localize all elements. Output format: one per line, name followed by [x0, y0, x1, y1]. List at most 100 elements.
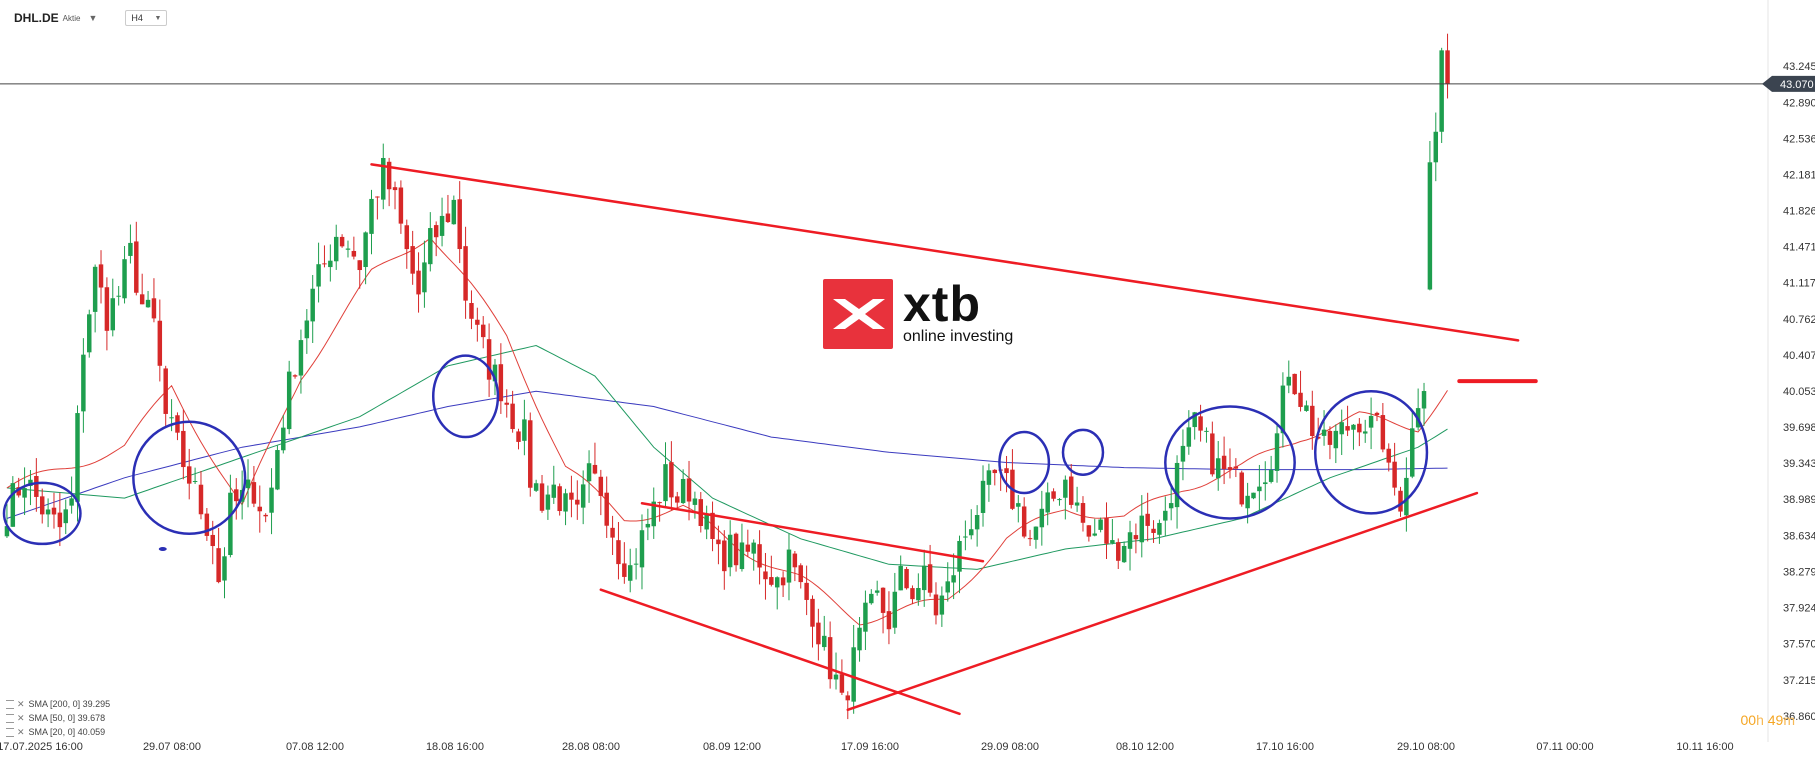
legend-item[interactable]: ✕ SMA [50, 0] 39.678	[6, 711, 110, 725]
candle-body	[986, 470, 992, 485]
candle-body	[1257, 486, 1262, 492]
candle-body	[992, 469, 998, 474]
menu-icon	[6, 699, 14, 709]
candle-body	[1410, 428, 1415, 477]
candle-countdown: 00h 49m	[1740, 712, 1795, 728]
chevron-down-icon: ▼	[154, 14, 162, 22]
instrument-type: Aktie	[62, 13, 81, 23]
candle-body	[904, 568, 909, 589]
candle-body	[680, 478, 686, 504]
candle-body	[363, 232, 368, 268]
symbol-label[interactable]: DHL.DE	[14, 11, 59, 25]
candle-body	[122, 259, 127, 299]
y-tick-label: 36.860	[1783, 711, 1815, 723]
annotation-ellipse[interactable]	[431, 354, 500, 439]
candle-body	[75, 413, 80, 502]
y-tick-label: 43.245	[1783, 61, 1815, 73]
candle-body	[1057, 499, 1062, 501]
close-icon[interactable]: ✕	[17, 699, 25, 709]
annotation-ellipse[interactable]	[132, 420, 247, 535]
candle-body	[116, 295, 121, 297]
candle-body	[475, 319, 480, 325]
annotation-ellipse[interactable]	[1164, 405, 1296, 520]
candle-body	[304, 320, 310, 339]
y-tick-label: 41.826	[1783, 206, 1815, 218]
candle-body	[286, 371, 292, 430]
timer-h: h	[1756, 712, 1764, 728]
legend-item[interactable]: ✕ SMA [200, 0] 39.295	[6, 697, 110, 711]
timeframe-select[interactable]: H4 ▼	[125, 10, 168, 26]
candle-body	[10, 483, 16, 527]
trendline-rising-support[interactable]	[846, 491, 1479, 712]
legend-item[interactable]: ✕ SMA [20, 0] 40.059	[6, 725, 110, 739]
candle-body	[786, 549, 792, 583]
candle-body	[398, 187, 404, 224]
x-tick-label: 08.09 12:00	[703, 741, 761, 753]
candle-body	[98, 264, 104, 288]
candle-body	[616, 540, 621, 565]
candle-body	[1221, 455, 1227, 470]
candle-body	[198, 484, 204, 515]
candle-body	[339, 236, 345, 247]
candle-body	[28, 479, 33, 486]
y-tick-label: 39.343	[1783, 458, 1815, 470]
candle-body	[1192, 412, 1197, 428]
candle-body	[1251, 492, 1256, 499]
candle-body	[298, 340, 304, 376]
candle-body	[798, 565, 803, 583]
candle-body	[1098, 519, 1103, 530]
annotation-ellipse[interactable]	[1313, 390, 1429, 515]
x-tick-label: 17.09 16:00	[841, 741, 899, 753]
candle-body	[1210, 433, 1215, 475]
candle-body	[263, 514, 268, 517]
xtb-logo-mark	[823, 279, 893, 349]
y-tick-label: 41.117	[1783, 278, 1815, 290]
trendline-upper-resistance[interactable]	[370, 163, 1520, 342]
candle-body	[445, 213, 451, 223]
candle-body	[610, 527, 615, 538]
candle-body	[451, 199, 457, 225]
candle-body	[769, 577, 774, 585]
candle-body	[827, 637, 833, 680]
candle-body	[134, 241, 139, 293]
close-icon[interactable]: ✕	[17, 713, 25, 723]
candle-body	[751, 542, 756, 554]
candle-body	[869, 593, 874, 604]
annotation-ellipse[interactable]	[998, 430, 1051, 495]
candle-body	[1080, 503, 1086, 523]
x-tick-label: 18.08 16:00	[426, 741, 484, 753]
candle-body	[163, 368, 168, 414]
trendline-falling-channel-bottom[interactable]	[599, 588, 961, 716]
candle-body	[469, 303, 474, 319]
candle-body	[528, 420, 533, 488]
candle-body	[645, 523, 651, 528]
candle-body	[381, 157, 386, 200]
sma-200-line	[6, 390, 1448, 519]
xtb-x-icon	[833, 299, 885, 329]
candle-body	[1398, 490, 1403, 512]
current-price-label: 43.070	[1780, 79, 1814, 91]
candle-body	[1004, 468, 1009, 474]
candle-body	[639, 530, 645, 568]
candle-body	[375, 196, 380, 198]
candle-body	[257, 506, 263, 512]
y-tick-label: 38.279	[1783, 566, 1815, 578]
candle-body	[22, 488, 27, 498]
annotation-ellipse[interactable]	[1061, 428, 1105, 476]
candle-body	[1368, 415, 1374, 428]
legend-label: SMA [200, 0] 39.295	[28, 699, 111, 709]
candle-body	[810, 598, 815, 627]
candle-body	[604, 492, 609, 526]
candle-body	[969, 529, 974, 536]
chevron-down-icon[interactable]: ▼	[88, 13, 98, 23]
annotation-ellipse[interactable]	[2, 481, 82, 546]
candle-body	[1286, 376, 1292, 386]
x-tick-label: 07.08 12:00	[286, 741, 344, 753]
candle-body	[675, 496, 680, 503]
candle-body	[222, 556, 227, 581]
trendline-falling-channel-top[interactable]	[640, 501, 985, 563]
candle-body	[351, 250, 357, 257]
close-icon[interactable]: ✕	[17, 727, 25, 737]
